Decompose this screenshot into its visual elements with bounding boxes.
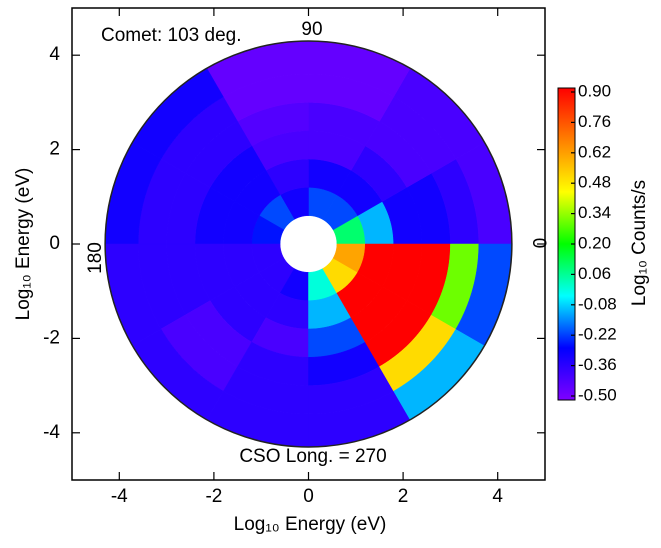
colorbar-tick-label: 0.20 [578, 233, 611, 252]
x-tick-label: 2 [398, 486, 409, 507]
y-tick-label: -2 [43, 327, 60, 348]
colorbar-tick-label: -0.22 [578, 325, 617, 344]
x-tick-label: -2 [205, 486, 222, 507]
colorbar-tick-label: -0.08 [578, 294, 617, 313]
colorbar-tick-label: 0.34 [578, 203, 611, 222]
y-tick-label: 0 [49, 233, 60, 254]
annotation: 180 [85, 242, 106, 274]
y-tick-label: 4 [49, 44, 60, 65]
colorbar-tick-label: -0.50 [578, 385, 617, 404]
annotation: 0 [528, 238, 549, 249]
colorbar-tick-label: -0.36 [578, 355, 617, 374]
outer-ring [104, 40, 513, 448]
annotation: CSO Long. = 270 [239, 446, 386, 467]
x-tick-label: -4 [111, 486, 128, 507]
x-tick-label: 4 [492, 486, 503, 507]
colorbar-tick-label: 0.06 [578, 264, 611, 283]
annotation: Comet: 103 deg. [101, 25, 241, 46]
x-axis-label: Log₁₀ Energy (eV) [234, 514, 387, 535]
annotation: 90 [301, 19, 322, 40]
colorbar-tick-label: 0.76 [578, 112, 611, 131]
colorbar-tick-label: 0.48 [578, 173, 611, 192]
colorbar-tick-label: 0.90 [578, 81, 611, 100]
colorbar-label: Log₁₀ Counts/s [629, 180, 650, 306]
y-tick-label: 2 [49, 139, 60, 160]
x-tick-label: 0 [303, 486, 314, 507]
y-axis-label: Log₁₀ Energy (eV) [13, 168, 34, 321]
y-tick-label: -4 [43, 422, 60, 443]
colorbar-tick-label: 0.62 [578, 142, 611, 161]
